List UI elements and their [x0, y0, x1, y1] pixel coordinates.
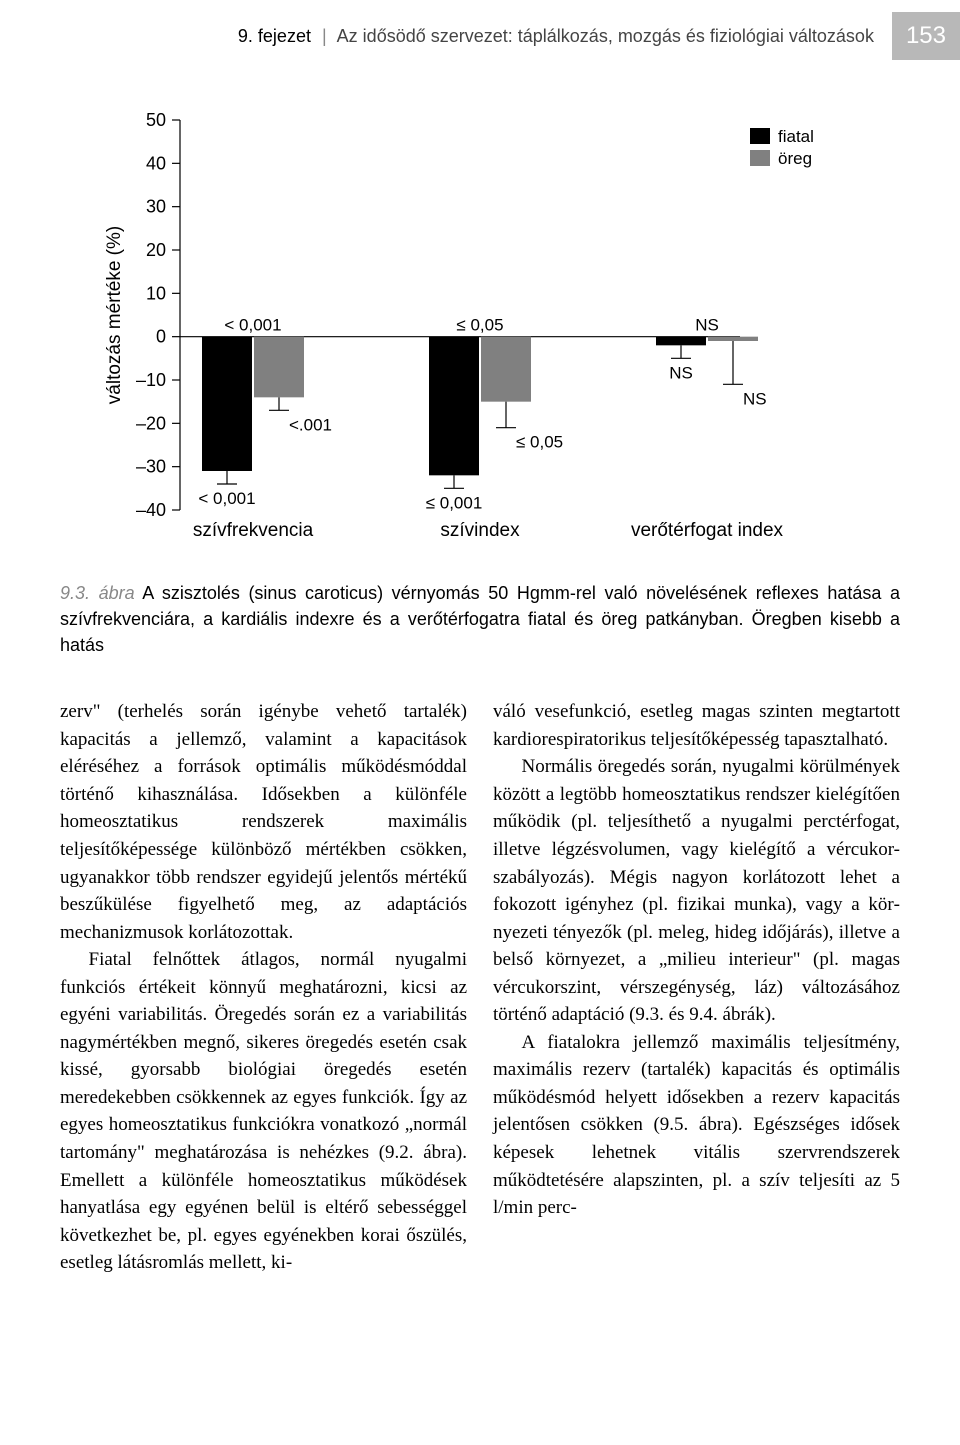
svg-text:fiatal: fiatal	[778, 127, 814, 146]
header-text: 9. fejezet | Az idősödő szervezet: táplá…	[238, 26, 874, 47]
svg-text:30: 30	[146, 197, 166, 217]
body-paragraph: váló vesefunkció, esetleg magas szinten …	[493, 698, 900, 753]
svg-text:öreg: öreg	[778, 149, 812, 168]
svg-text:NS: NS	[695, 316, 719, 335]
svg-text:≤ 0,05: ≤ 0,05	[516, 433, 563, 452]
svg-text:–30: –30	[136, 457, 166, 477]
svg-text:–20: –20	[136, 413, 166, 433]
page-header: 9. fejezet | Az idősödő szervezet: táplá…	[0, 0, 960, 80]
body-text: zerv" (terhelés során igénybe vehető tar…	[0, 688, 960, 1306]
svg-text:<.001: <.001	[289, 415, 332, 434]
chart-figure: –40 –30 –20 –10 0 10 20 30 40 50 változás mértéke …	[100, 110, 860, 550]
svg-text:szívfrekvencia: szívfrekvencia	[193, 520, 314, 541]
svg-text:NS: NS	[669, 363, 693, 382]
svg-text:–10: –10	[136, 370, 166, 390]
figure-caption-text: A szisztolés (sinus caroticus) vérnyomás…	[60, 583, 900, 655]
svg-text:10: 10	[146, 283, 166, 303]
header-title: Az idősödő szervezet: táplálkozás, mozgá…	[337, 26, 874, 46]
page-number: 153	[892, 12, 960, 60]
svg-text:50: 50	[146, 110, 166, 130]
column-right: váló vesefunkció, esetleg magas szinten …	[493, 698, 900, 1276]
body-paragraph: zerv" (terhelés során igénybe vehető tar…	[60, 698, 467, 946]
header-chapter: 9. fejezet	[238, 26, 311, 46]
figure-label: 9.3. ábra	[60, 583, 135, 603]
column-left: zerv" (terhelés során igénybe vehető tar…	[60, 698, 467, 1276]
svg-text:< 0,001: < 0,001	[224, 316, 281, 335]
body-paragraph: Normális öregedés során, nyugalmi kö­rül…	[493, 753, 900, 1028]
svg-text:< 0,001: < 0,001	[198, 489, 255, 508]
figure-caption: 9.3. ábra A szisztolés (sinus caroticus)…	[0, 570, 960, 688]
body-paragraph: A fiatalokra jellemző maximális teljesít…	[493, 1029, 900, 1222]
bar-chart: –40 –30 –20 –10 0 10 20 30 40 50 változás mértéke …	[100, 110, 860, 550]
svg-text:NS: NS	[743, 389, 767, 408]
svg-text:20: 20	[146, 240, 166, 260]
svg-text:≤ 0,001: ≤ 0,001	[426, 493, 483, 512]
svg-text:40: 40	[146, 153, 166, 173]
svg-text:szívindex: szívindex	[440, 520, 520, 541]
svg-text:–40: –40	[136, 500, 166, 520]
body-paragraph: Fiatal felnőttek átlagos, normál nyugalm…	[60, 946, 467, 1277]
header-separator: |	[322, 26, 327, 46]
svg-text:0: 0	[156, 327, 166, 347]
svg-text:változás mértéke (%): változás mértéke (%)	[104, 226, 125, 404]
svg-text:verőtérfogat index: verőtérfogat index	[631, 520, 784, 541]
svg-text:≤ 0,05: ≤ 0,05	[456, 316, 503, 335]
